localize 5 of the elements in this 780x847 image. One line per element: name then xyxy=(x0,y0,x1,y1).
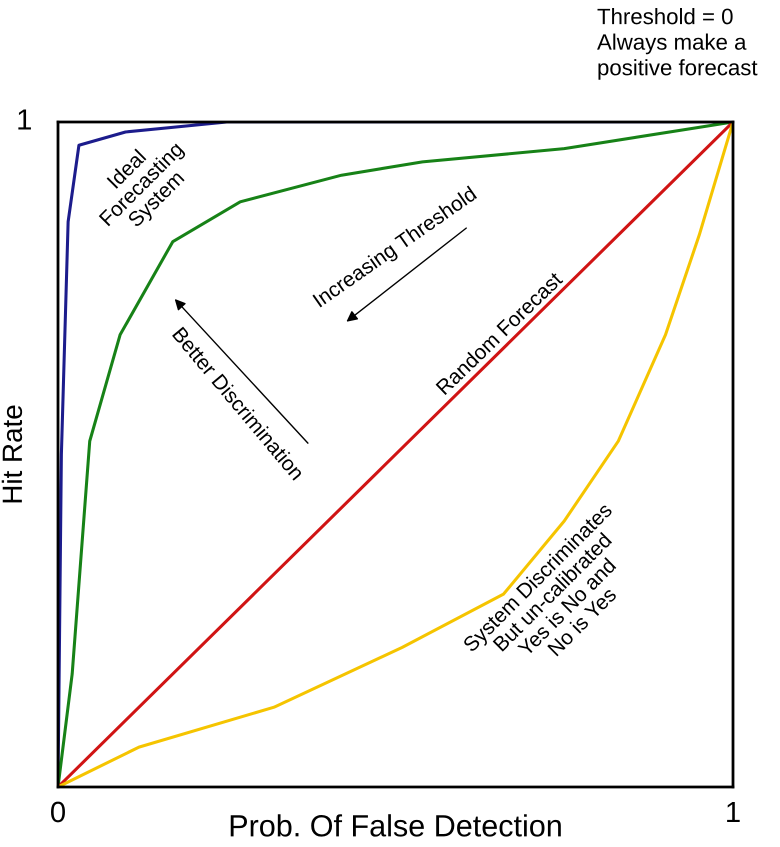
y-axis-title: Hit Rate xyxy=(2,406,22,502)
text: Threshold = 0 Always make a positive forecast xyxy=(597,8,758,80)
x-tick-label: 0 xyxy=(51,802,65,822)
text: 1 xyxy=(18,109,31,130)
x-axis-title: Prob. Of False Detection xyxy=(230,814,561,837)
